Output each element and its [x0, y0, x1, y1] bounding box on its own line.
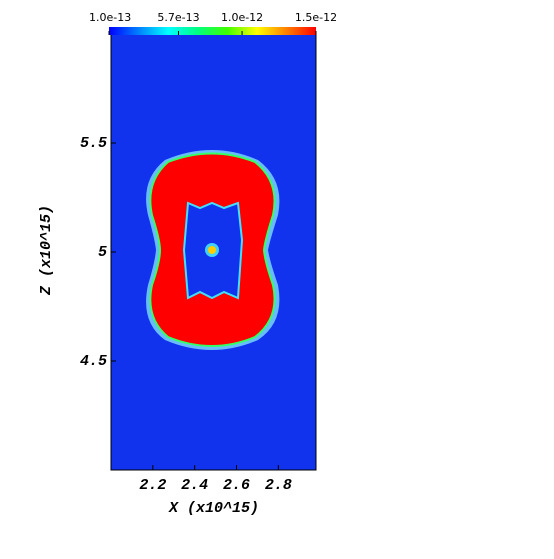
y-tick-label: 4.5 — [80, 353, 107, 370]
colorbar-tick-label: 1.0e-12 — [221, 11, 263, 24]
x-axis-label: X (x10^15) — [168, 500, 259, 517]
x-tick-label: 2.6 — [223, 477, 250, 494]
y-tick-label: 5.5 — [80, 135, 107, 152]
core — [208, 246, 216, 254]
colorbar-tick-label: 5.7e-13 — [157, 11, 199, 24]
y-tick-label: 5 — [98, 244, 107, 261]
colorbar — [109, 27, 316, 35]
field-structure — [146, 150, 280, 350]
y-axis-label: Z (x10^15) — [38, 205, 55, 296]
colorbar-tick-label: 1.5e-12 — [295, 11, 337, 24]
colorbar-tick-label: 1.0e-13 — [89, 11, 131, 24]
x-tick-label: 2.8 — [265, 477, 292, 494]
x-tick-label: 2.4 — [181, 477, 208, 494]
x-tick-label: 2.2 — [139, 477, 166, 494]
